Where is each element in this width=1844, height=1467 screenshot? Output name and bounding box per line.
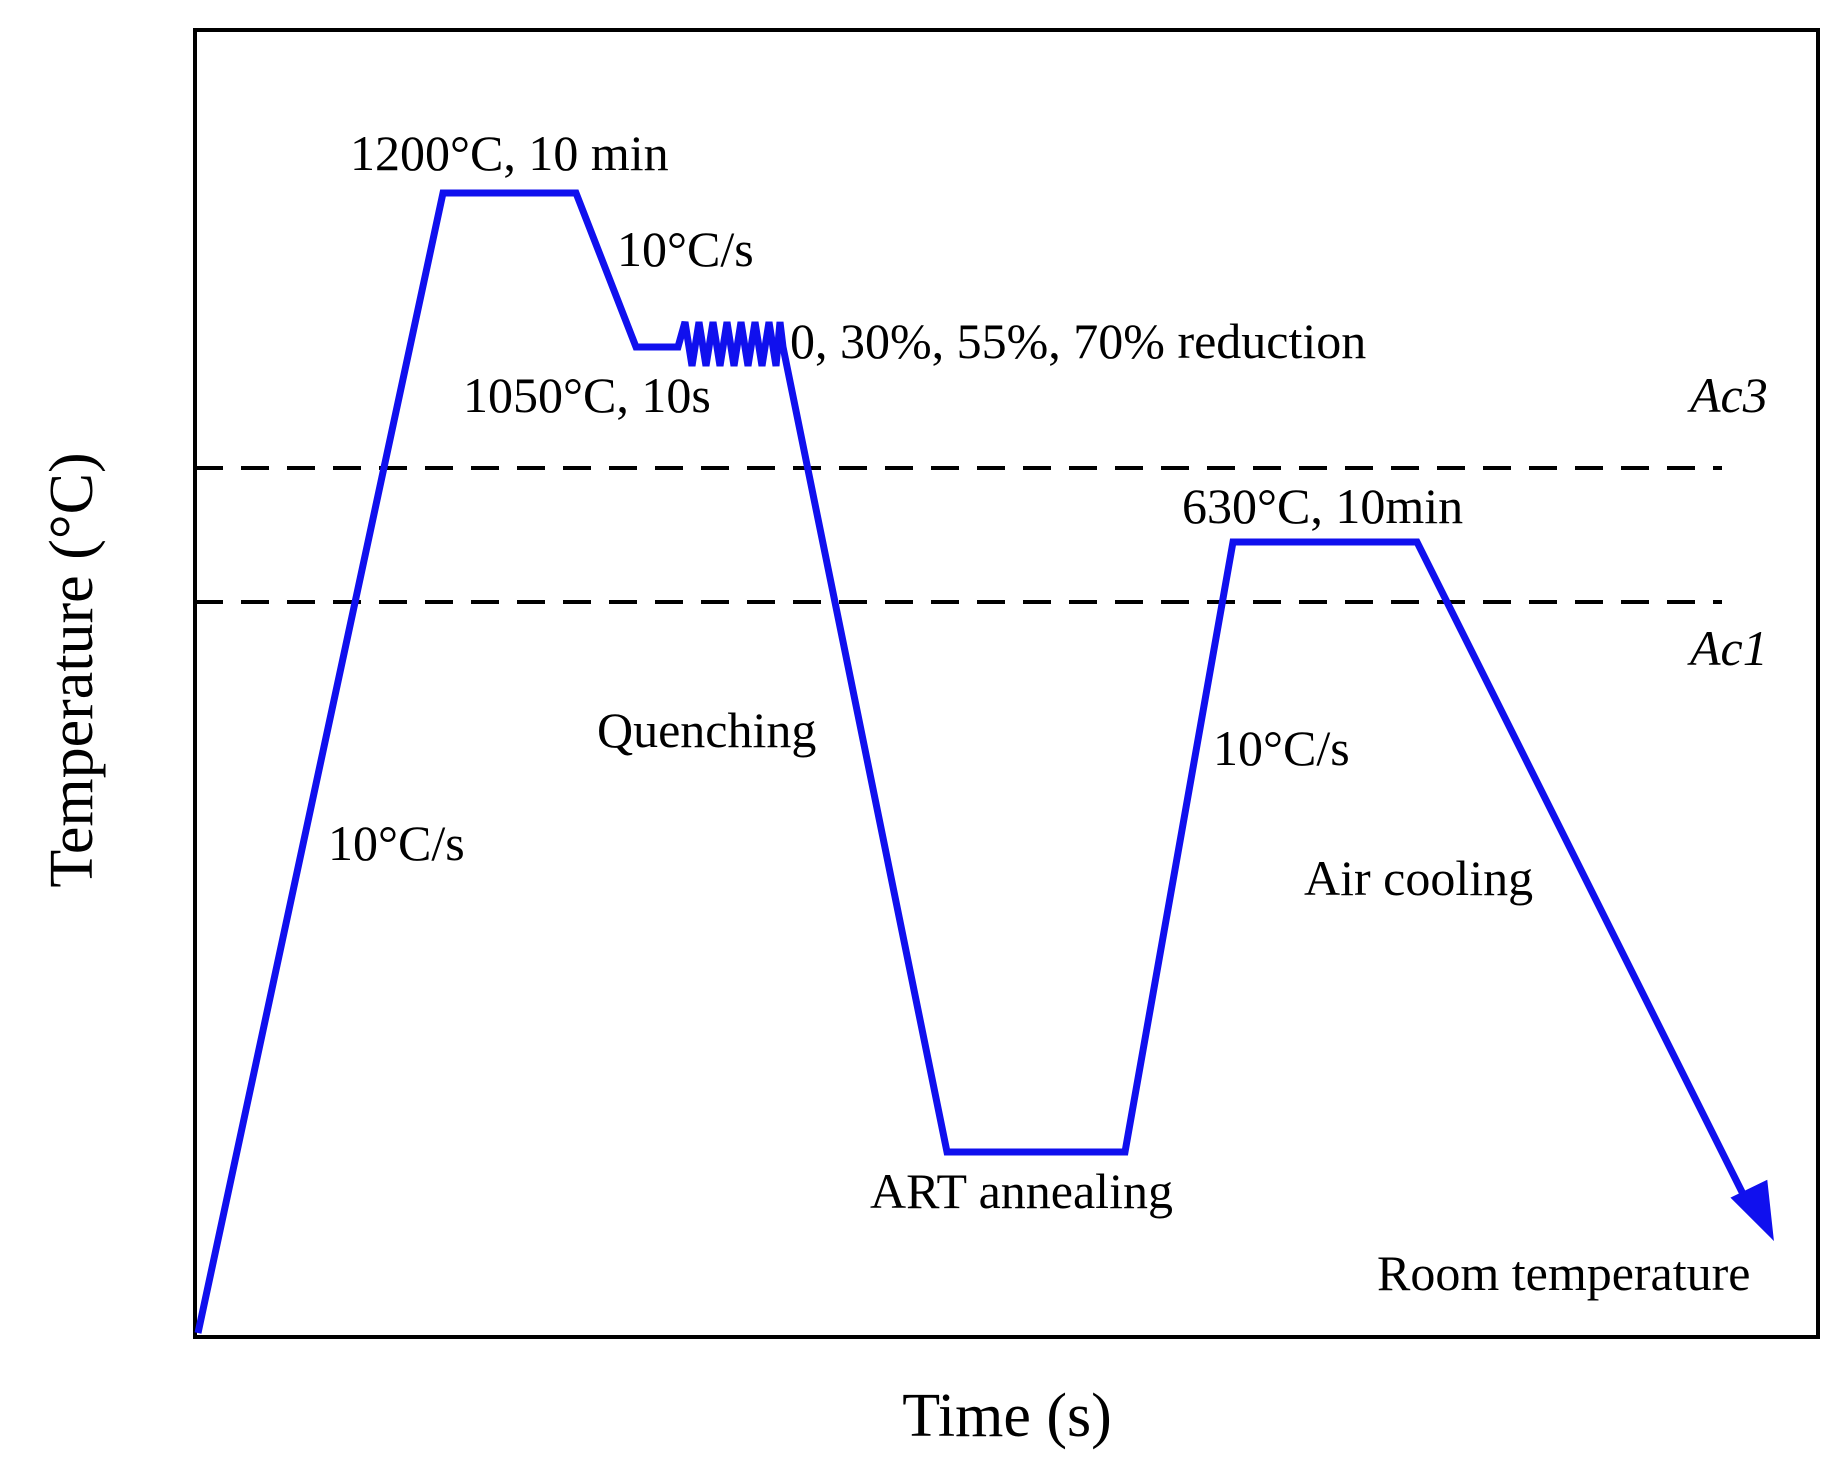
label-air-cooling: Air cooling: [1304, 850, 1533, 906]
thermal-cycle-path: [194, 189, 1756, 1334]
label-art-annealing: ART annealing: [870, 1163, 1173, 1219]
label-ac1: Ac1: [1687, 620, 1768, 676]
label-room-temperature: Room temperature: [1377, 1245, 1751, 1301]
x-axis-label: Time (s): [902, 1382, 1112, 1450]
label-1050c-10s: 1050°C, 10s: [463, 367, 711, 423]
label-heat-rate-left: 10°C/s: [328, 815, 465, 871]
label-heat-rate-right: 10°C/s: [1213, 720, 1350, 776]
label-630c-10min: 630°C, 10min: [1182, 478, 1463, 534]
plot-frame: [193, 28, 1820, 1339]
label-cool-rate-top: 10°C/s: [617, 221, 754, 277]
y-axis-label: Temperature (°C): [38, 452, 106, 887]
label-reduction: 0, 30%, 55%, 70% reduction: [790, 313, 1366, 369]
label-1200c-10min: 1200°C, 10 min: [350, 125, 669, 181]
label-quenching: Quenching: [597, 702, 816, 758]
label-ac3: Ac3: [1687, 367, 1768, 423]
room-temperature-arrowhead: [1730, 1179, 1774, 1242]
